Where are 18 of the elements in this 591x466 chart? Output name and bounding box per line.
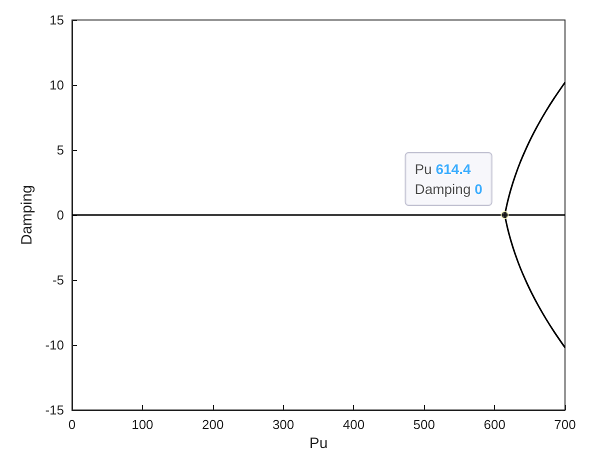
- annotation: Pu 614.4 Damping 0: [414, 161, 483, 197]
- x-tick-label: 200: [202, 417, 224, 432]
- y-tick-label: 5: [56, 142, 64, 158]
- y-tick-label: 15: [50, 12, 64, 28]
- x-tick-label: 700: [554, 417, 576, 432]
- y-tick-label: 10: [50, 78, 64, 92]
- x-tick-label: 0: [68, 417, 76, 432]
- x-tick-label: 100: [132, 417, 154, 432]
- y-tick-label: -5: [52, 272, 64, 288]
- y-axis-title: Damping: [18, 184, 36, 246]
- y-tick-label: -15: [45, 402, 64, 418]
- x-tick-label: 500: [413, 417, 435, 432]
- x-tick-label: 300: [272, 417, 294, 432]
- x-tick-label: 600: [484, 417, 506, 432]
- y-tick-label: -10: [45, 338, 64, 352]
- y-tick-label: 0: [56, 208, 64, 222]
- x-axis-title: Pu: [309, 435, 328, 452]
- x-tick-label: 400: [342, 417, 365, 432]
